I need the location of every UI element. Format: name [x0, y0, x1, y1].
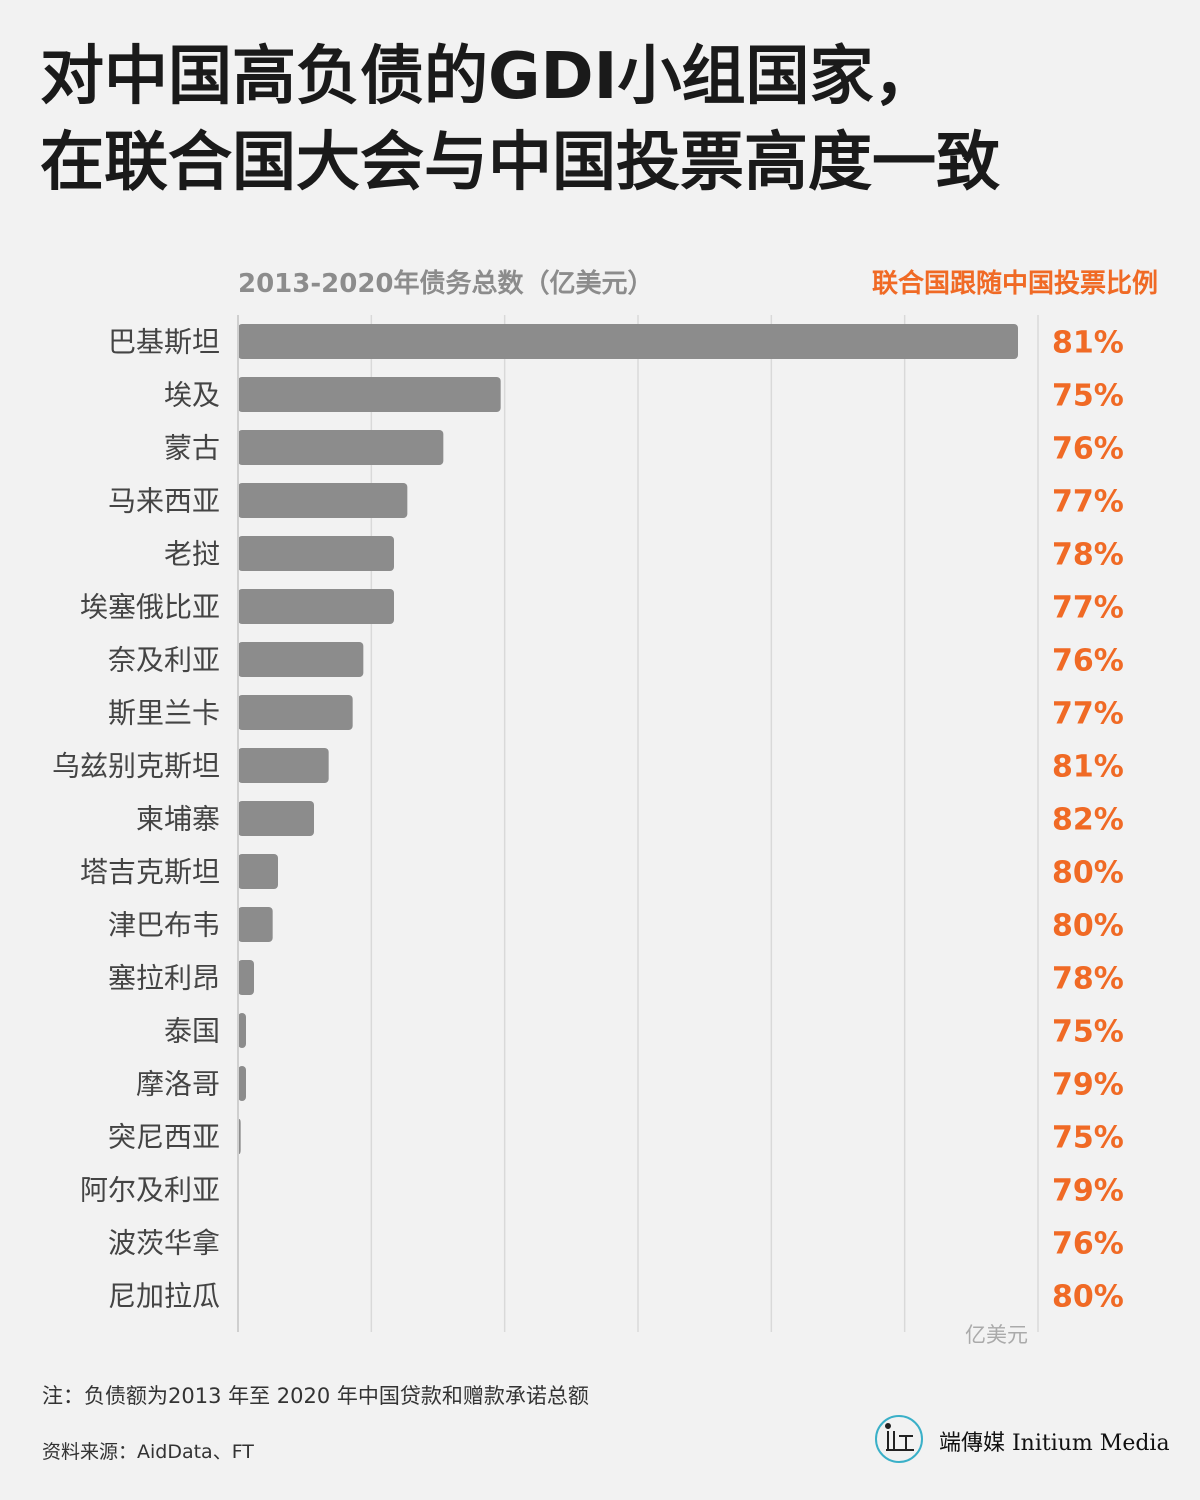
bar	[238, 483, 408, 518]
bar	[238, 907, 273, 942]
bar	[238, 589, 394, 624]
initium-logo-icon	[875, 1415, 923, 1463]
category-label: 尼加拉瓜	[108, 1280, 220, 1313]
vote-share-label: 80%	[1052, 909, 1124, 944]
vote-share-label: 80%	[1052, 856, 1124, 891]
category-label: 波茨华拿	[108, 1227, 220, 1260]
debt-bar-chart: 2013-2020年债务总数（亿美元） 联合国跟随中国投票比例 巴基斯坦埃及蒙古…	[52, 268, 1158, 1350]
category-label: 摩洛哥	[136, 1068, 220, 1101]
bar	[238, 854, 278, 889]
vote-share-label: 77%	[1052, 591, 1124, 626]
category-label: 马来西亚	[108, 485, 220, 518]
bar	[238, 960, 254, 995]
bar	[238, 1066, 246, 1101]
category-label: 奈及利亚	[108, 644, 220, 677]
bar	[238, 377, 501, 412]
category-label: 埃塞俄比亚	[80, 591, 220, 624]
title-line-1: 对中国高负债的GDI小组国家，	[40, 40, 938, 114]
vote-share-label: 78%	[1052, 538, 1124, 573]
bar	[238, 695, 353, 730]
bars	[238, 324, 1018, 1154]
category-label: 突尼西亚	[108, 1121, 220, 1154]
vote-share-label: 76%	[1052, 644, 1124, 679]
x-tick-label: 500	[855, 1348, 897, 1350]
footnote: 注：负债额为2013 年至 2020 年中国贷款和赠款承诺总额	[42, 1384, 589, 1408]
x-tick-label: 400	[721, 1348, 763, 1350]
bar	[238, 1013, 246, 1048]
bar	[238, 430, 444, 465]
category-label: 巴基斯坦	[108, 326, 220, 359]
category-label: 泰国	[164, 1015, 220, 1048]
bar	[238, 801, 314, 836]
title-line-2: 在联合国大会与中国投票高度一致	[40, 126, 1000, 200]
vote-share-label: 81%	[1052, 326, 1124, 361]
vote-share-column-title: 联合国跟随中国投票比例	[872, 268, 1158, 299]
vote-share-label: 76%	[1052, 1227, 1124, 1262]
vote-share-label: 82%	[1052, 803, 1124, 838]
category-label: 柬埔寨	[136, 803, 220, 836]
vote-share-label: 75%	[1052, 1015, 1124, 1050]
vote-share-label: 77%	[1052, 485, 1124, 520]
x-tick-label: 300	[588, 1348, 630, 1350]
page-title: 对中国高负债的GDI小组国家， 在联合国大会与中国投票高度一致	[40, 34, 1160, 206]
x-tick-label: 200	[455, 1348, 497, 1350]
category-label: 津巴布韦	[108, 909, 220, 942]
category-label: 塔吉克斯坦	[80, 856, 220, 889]
vote-share-labels: 81% 75% 76% 77% 78% 77% 76% 77% 81% 82% 80% 80% 78% 7…	[1052, 326, 1124, 1315]
x-axis-unit: 亿美元	[965, 1323, 1028, 1347]
category-label: 乌兹别克斯坦	[52, 750, 220, 783]
category-label: 埃及	[164, 379, 220, 412]
x-tick-labels: 100 200 300 400 500 600	[321, 1348, 1030, 1350]
brand-name: 端傳媒 Initium Media	[939, 1431, 1170, 1456]
bar	[238, 748, 329, 783]
bar	[238, 536, 394, 571]
x-tick-label: 600	[988, 1348, 1030, 1350]
category-label: 老挝	[164, 538, 220, 571]
vote-share-label: 77%	[1052, 697, 1124, 732]
vote-share-label: 81%	[1052, 750, 1124, 785]
category-label: 蒙古	[164, 432, 220, 465]
vote-share-label: 75%	[1052, 379, 1124, 414]
bar	[238, 324, 1018, 359]
source-text: 资料来源：AidData、FT	[42, 1441, 254, 1463]
grid-lines	[370, 315, 1039, 1332]
vote-share-label: 80%	[1052, 1280, 1124, 1315]
vote-share-label: 79%	[1052, 1174, 1124, 1209]
category-label: 斯里兰卡	[108, 697, 220, 730]
brand-logo: 端傳媒 Initium Media	[875, 1415, 1175, 1467]
vote-share-label: 78%	[1052, 962, 1124, 997]
category-labels: 巴基斯坦埃及蒙古马来西亚老挝埃塞俄比亚奈及利亚斯里兰卡乌兹别克斯坦柬埔寨塔吉克斯…	[52, 326, 220, 1313]
category-label: 阿尔及利亚	[80, 1174, 220, 1207]
bar	[238, 642, 364, 677]
vote-share-label: 76%	[1052, 432, 1124, 467]
vote-share-label: 75%	[1052, 1121, 1124, 1156]
vote-share-label: 79%	[1052, 1068, 1124, 1103]
x-tick-label: 100	[321, 1348, 363, 1350]
chart-title: 2013-2020年债务总数（亿美元）	[238, 268, 654, 299]
category-label: 塞拉利昂	[108, 962, 220, 995]
